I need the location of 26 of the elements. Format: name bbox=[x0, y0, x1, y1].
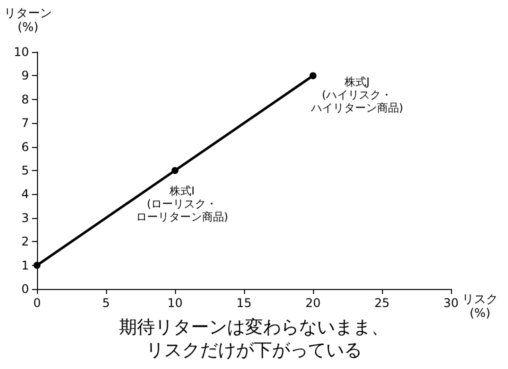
y-tick-label: 2 bbox=[21, 234, 29, 249]
y-tick-label: 10 bbox=[14, 45, 29, 59]
annotation: 株式I(ローリスク・ローリターン商品) bbox=[136, 184, 228, 224]
point bbox=[34, 262, 40, 269]
y-tick-label: 4 bbox=[21, 187, 29, 202]
x-tick-label: 25 bbox=[374, 296, 390, 310]
y-tick-label: 9 bbox=[21, 68, 29, 83]
point bbox=[310, 72, 316, 80]
text: 期待リターンは変わらないまま、リスクだけが下がっている bbox=[119, 317, 389, 361]
point bbox=[172, 167, 178, 174]
y-tick-label: 6 bbox=[21, 140, 29, 154]
y-axis-title: リターン(%) bbox=[4, 6, 52, 34]
y-tick-label: 0 bbox=[21, 282, 29, 296]
y-tick-label: 7 bbox=[21, 116, 29, 130]
y-tick-label: 3 bbox=[21, 210, 29, 225]
y-tick-label: 8 bbox=[21, 92, 29, 106]
x-tick-label: 30 bbox=[443, 296, 459, 310]
y-tick-label: 1 bbox=[21, 258, 29, 272]
x-tick-label: 10 bbox=[167, 296, 183, 310]
x-tick-label: 0 bbox=[33, 296, 41, 310]
x-tick-label: 5 bbox=[102, 296, 110, 310]
y-tick-label: 5 bbox=[21, 164, 29, 178]
x-axis-title: リスク(%) bbox=[462, 292, 498, 320]
x-tick-label: 15 bbox=[236, 296, 252, 310]
annotation: 株式J(ハイリスク・ハイリターン商品) bbox=[310, 76, 404, 115]
x-tick-label: 20 bbox=[305, 296, 321, 310]
